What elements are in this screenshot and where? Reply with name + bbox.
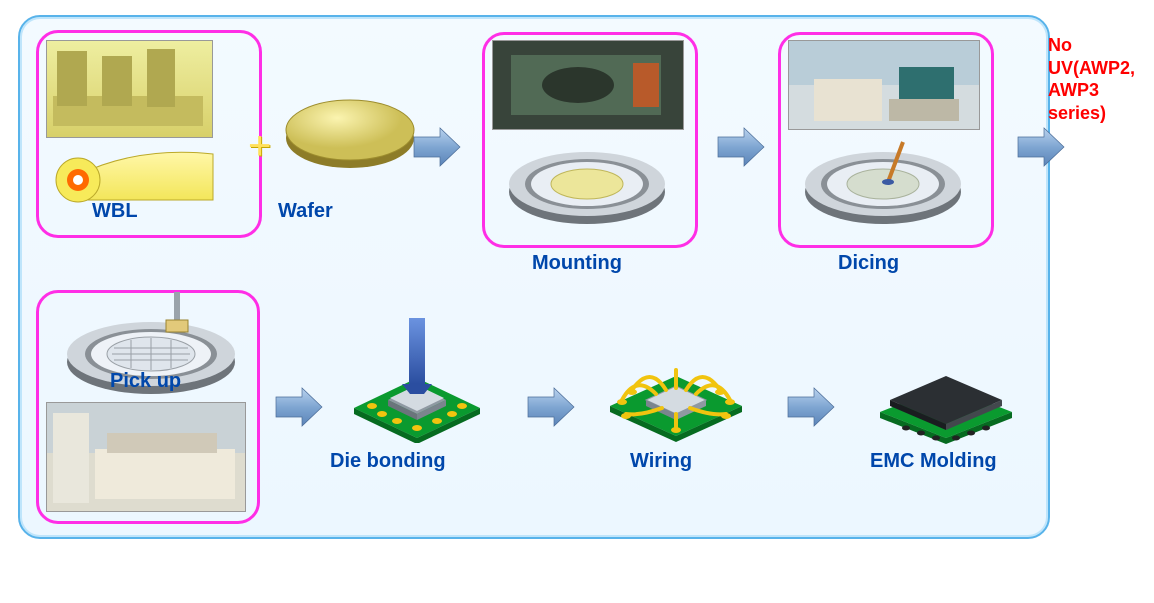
plus-icon: + (248, 124, 271, 169)
dicing-ring-icon (798, 134, 968, 234)
emc-icon (866, 330, 1026, 445)
annot-line2: AWP3 series) (1048, 80, 1106, 123)
lbl-wbl: WBL (92, 200, 138, 223)
lbl-mount: Mounting (532, 252, 622, 275)
diebonding-icon (342, 318, 492, 443)
lbl-wafer: Wafer (278, 200, 333, 223)
lbl-wiring: Wiring (630, 450, 692, 473)
annot-line1: No UV(AWP2, (1048, 35, 1135, 78)
photo-mount (492, 40, 684, 130)
lbl-dicing: Dicing (838, 252, 899, 275)
photo-dicing (788, 40, 980, 130)
lbl-diebond: Die bonding (330, 450, 446, 473)
photo-wbl (46, 40, 213, 138)
lbl-pickup: Pick up (110, 370, 181, 393)
wiring-icon (596, 328, 756, 448)
annotation-nouv: No UV(AWP2, AWP3 series) (1048, 34, 1154, 124)
mounting-ring-icon (502, 134, 672, 234)
wafer-disc-icon (280, 88, 420, 178)
lbl-emc: EMC Molding (870, 450, 997, 473)
photo-pickup (46, 402, 246, 512)
